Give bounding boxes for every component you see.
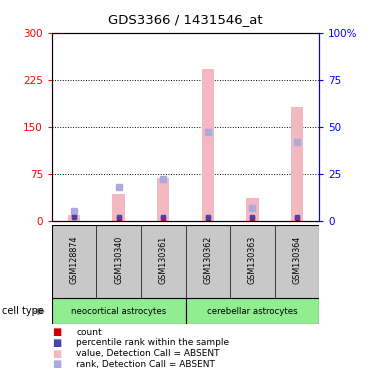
Text: neocortical astrocytes: neocortical astrocytes (71, 307, 166, 316)
Text: GSM128874: GSM128874 (70, 235, 79, 284)
Bar (186, 298, 319, 324)
Bar (201, 69, 214, 221)
Bar (246, 198, 259, 221)
Text: value, Detection Call = ABSENT: value, Detection Call = ABSENT (76, 349, 220, 358)
Bar (52, 298, 186, 324)
Text: GSM130362: GSM130362 (203, 235, 212, 284)
Text: GSM130364: GSM130364 (292, 235, 301, 284)
Text: percentile rank within the sample: percentile rank within the sample (76, 338, 229, 348)
Text: cell type: cell type (2, 306, 44, 316)
Text: rank, Detection Call = ABSENT: rank, Detection Call = ABSENT (76, 360, 215, 369)
Text: GDS3366 / 1431546_at: GDS3366 / 1431546_at (108, 13, 263, 26)
Text: GSM130361: GSM130361 (159, 235, 168, 284)
Text: ■: ■ (52, 327, 61, 337)
Text: count: count (76, 328, 102, 337)
Text: GSM130340: GSM130340 (114, 235, 123, 284)
Text: ■: ■ (52, 338, 61, 348)
Text: cerebellar astrocytes: cerebellar astrocytes (207, 307, 298, 316)
Bar (157, 178, 170, 221)
Bar (290, 107, 303, 221)
Text: GSM130363: GSM130363 (248, 235, 257, 284)
Bar (68, 215, 81, 221)
Text: ■: ■ (52, 349, 61, 359)
Bar (112, 194, 125, 221)
Text: ■: ■ (52, 359, 61, 369)
